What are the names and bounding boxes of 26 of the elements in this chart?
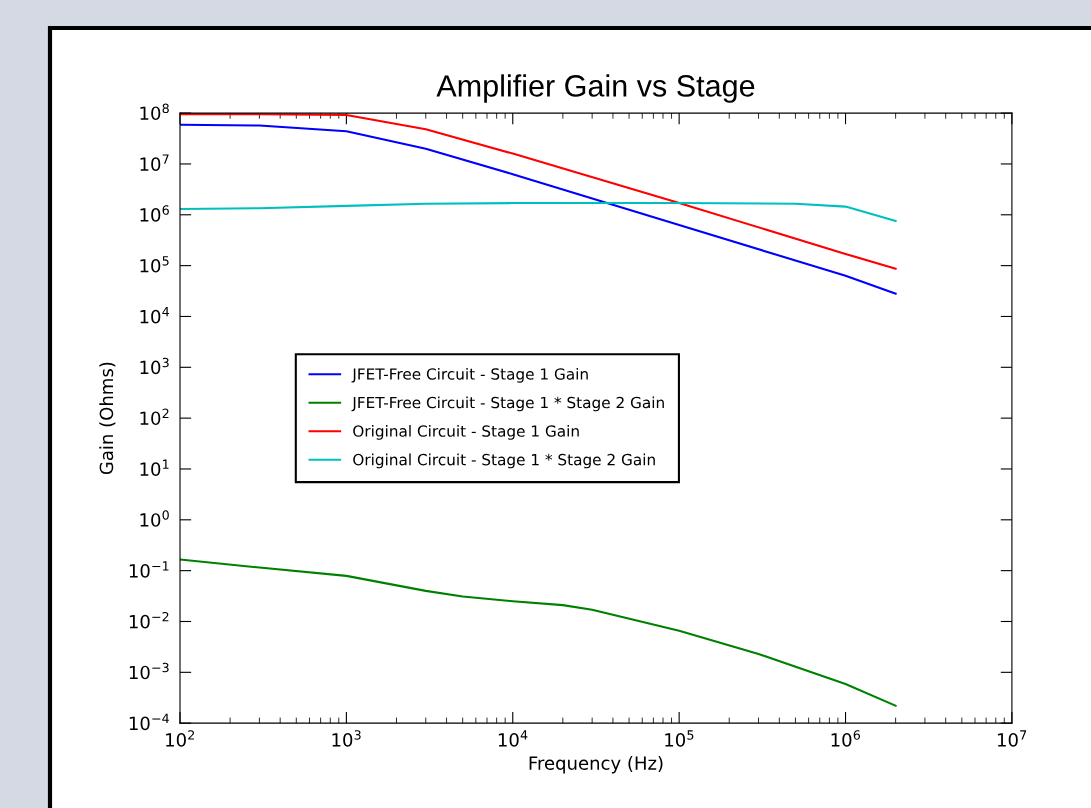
y-tick-label: 10$^{0}$ [140,510,169,527]
y-tick-label: 10$^{2}$ [140,408,169,426]
legend-label: JFET-Free Circuit - Stage 1 * Stage 2 Gain [351,396,664,412]
x-tick-label: 10$^{4}$ [498,730,528,747]
x-axis-title: Frequency (Hz) [529,755,663,774]
y-tick-label: 10$^{−3}$ [129,662,169,680]
y-tick-label: 10$^{6}$ [140,205,169,222]
y-tick-label: 10$^{4}$ [140,307,169,324]
y-tick-label: 10$^{8}$ [140,103,169,121]
x-tick-label: 10$^{5}$ [665,730,694,747]
y-tick-label: 10$^{7}$ [140,154,169,171]
y-tick-label: 10$^{5}$ [140,256,169,273]
x-tick-label: 10$^{3}$ [332,730,361,747]
x-tick-label: 10$^{6}$ [831,730,861,747]
y-tick-label: 10$^{3}$ [140,357,169,375]
y-tick-label: 10$^{1}$ [140,459,169,476]
legend-label: JFET-Free Circuit - Stage 1 Gain [351,367,588,383]
x-tick-label: 10$^{7}$ [998,730,1027,747]
x-tick-label: 10$^{2}$ [166,730,195,747]
legend-label: Original Circuit - Stage 1 Gain [353,425,579,440]
y-axis-title: Gain (Ohms) [99,362,116,475]
chart-title: Amplifier Gain vs Stage [436,74,755,103]
y-tick-label: 10$^{−4}$ [129,713,169,731]
y-tick-label: 10$^{−1}$ [129,561,169,578]
y-tick-label: 10$^{−2}$ [129,611,169,629]
legend-label: Original Circuit - Stage 1 * Stage 2 Gain [353,453,655,469]
